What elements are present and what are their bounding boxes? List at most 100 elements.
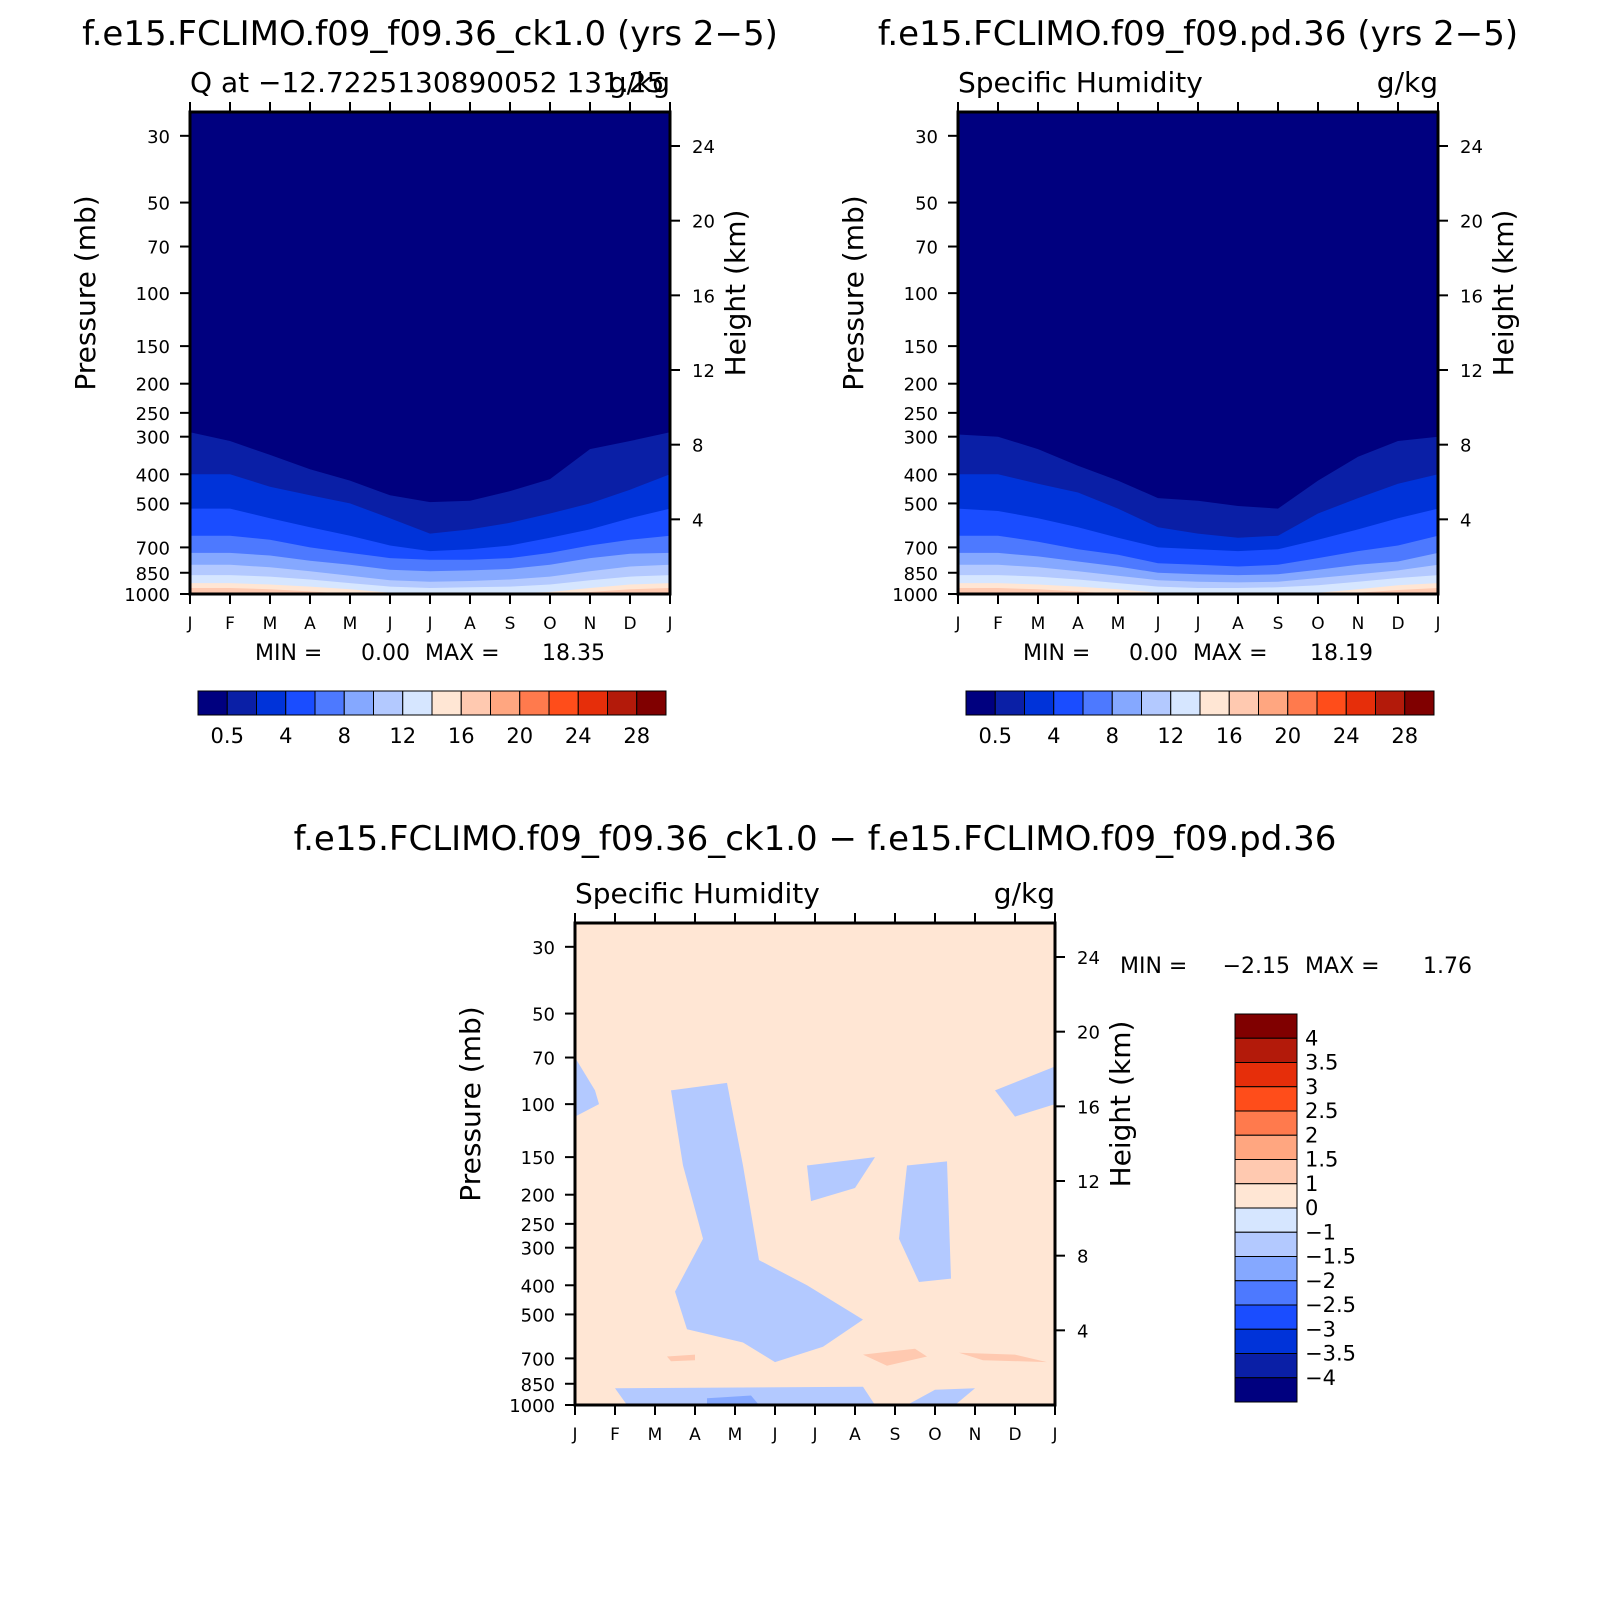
month-label: M <box>343 614 358 634</box>
panel-title: f.e15.FCLIMO.f09_f09.36_ck1.0 − f.e15.FC… <box>294 819 1337 859</box>
y-axis-label: Pressure (mb) <box>454 1006 487 1201</box>
colorbar-label: 3.5 <box>1305 1051 1338 1075</box>
y-axis-label: Pressure (mb) <box>837 195 870 390</box>
colorbar-box <box>1053 690 1084 716</box>
colorbar-box <box>1404 690 1435 716</box>
colorbar-box <box>1234 1304 1298 1330</box>
pressure-tick-label: 850 <box>904 564 938 585</box>
contour-region-negative <box>575 1057 599 1117</box>
month-label: S <box>1273 614 1284 634</box>
contour-region-negative <box>807 1157 875 1202</box>
month-label: M <box>648 1425 663 1445</box>
colorbar-label: 1 <box>1305 1172 1318 1196</box>
height-tick-label: 24 <box>692 137 715 158</box>
colorbar-box <box>1234 1353 1298 1379</box>
colorbar-box <box>607 690 638 716</box>
contour-region-positive <box>863 1348 927 1366</box>
height-tick-label: 24 <box>1460 137 1483 158</box>
colorbar-label: 12 <box>1157 724 1184 748</box>
colorbar-label: 16 <box>1216 724 1243 748</box>
colorbar-label: −4 <box>1305 1366 1336 1390</box>
pressure-tick-label: 500 <box>136 494 170 515</box>
pressure-tick-label: 400 <box>521 1276 555 1297</box>
max-value: 18.19 <box>1310 641 1373 666</box>
colorbar-label: 28 <box>1391 724 1418 748</box>
pressure-tick-label: 700 <box>136 538 170 559</box>
colorbar-box <box>1228 690 1259 716</box>
month-label: J <box>954 614 960 634</box>
panel-subtitle-left: Specific Humidity <box>575 877 820 910</box>
colorbar-box <box>1234 1062 1298 1088</box>
colorbar-box <box>402 690 433 716</box>
min-value: 0.00 <box>361 641 410 666</box>
pressure-tick-label: 300 <box>136 428 170 449</box>
month-label: O <box>1311 614 1324 634</box>
colorbar-box <box>1111 690 1142 716</box>
colorbar-label: 8 <box>1106 724 1119 748</box>
pressure-tick-label: 200 <box>521 1186 555 1207</box>
min-label: MIN = <box>1120 954 1187 979</box>
month-label: M <box>263 614 278 634</box>
colorbar-box <box>1234 1037 1298 1063</box>
height-tick-label: 4 <box>692 510 703 531</box>
panel-2: J F M A M J J A S O N D J 30 50 70 100 150 200 250 300 400 500… <box>837 14 1520 748</box>
colorbar-box <box>1234 1110 1298 1136</box>
contour-region-negative <box>907 1388 975 1405</box>
month-label: J <box>1434 614 1440 634</box>
colorbar-box <box>1258 690 1289 716</box>
month-label: F <box>610 1425 620 1445</box>
month-label: O <box>543 614 556 634</box>
colorbar-box <box>1345 690 1376 716</box>
colorbar-label: 4 <box>279 724 292 748</box>
colorbar-box <box>1234 1134 1298 1160</box>
pressure-tick-label: 400 <box>904 465 938 486</box>
colorbar-box <box>519 690 550 716</box>
month-label: J <box>1154 614 1160 634</box>
min-value: −2.15 <box>1223 954 1290 979</box>
pressure-tick-label: 700 <box>521 1349 555 1370</box>
colorbar-box <box>1234 1231 1298 1257</box>
pressure-tick-label: 850 <box>521 1375 555 1396</box>
month-label: M <box>728 1425 743 1445</box>
month-label: N <box>969 1425 982 1445</box>
pressure-tick-label: 500 <box>904 494 938 515</box>
panel-title: f.e15.FCLIMO.f09_f09.36_ck1.0 (yrs 2−5) <box>82 14 778 54</box>
pressure-tick-label: 70 <box>532 1049 555 1070</box>
height-tick-label: 20 <box>1077 1023 1100 1044</box>
pressure-tick-label: 500 <box>521 1305 555 1326</box>
pressure-tick-label: 100 <box>136 284 170 305</box>
colorbar-label: 4 <box>1305 1026 1318 1050</box>
colorbar-box <box>314 690 345 716</box>
colorbar-box <box>1082 690 1113 716</box>
month-label: D <box>1391 614 1404 634</box>
pressure-tick-label: 150 <box>521 1148 555 1169</box>
pressure-tick-label: 250 <box>521 1215 555 1236</box>
colorbar-label: 0.5 <box>211 724 244 748</box>
min-label: MIN = <box>1023 641 1090 666</box>
month-label: D <box>623 614 636 634</box>
colorbar-label: 20 <box>506 724 533 748</box>
month-label: A <box>304 614 316 634</box>
month-label: J <box>666 614 672 634</box>
month-label: S <box>505 614 516 634</box>
pressure-tick-label: 50 <box>915 194 938 215</box>
month-label: A <box>689 1425 701 1445</box>
colorbar-box <box>965 690 996 716</box>
colorbar-box <box>1170 690 1201 716</box>
height-tick-label: 16 <box>692 286 715 307</box>
height-tick-label: 16 <box>1077 1097 1100 1118</box>
height-tick-label: 8 <box>692 436 703 457</box>
pressure-tick-label: 200 <box>136 375 170 396</box>
colorbar-label: −2.5 <box>1305 1293 1356 1317</box>
colorbar-box <box>1141 690 1172 716</box>
height-tick-label: 4 <box>1460 510 1471 531</box>
month-label: N <box>584 614 597 634</box>
contour-fill-14 <box>190 583 670 594</box>
pressure-tick-label: 400 <box>136 465 170 486</box>
panel-1: J F M A M J J A S O N D J 30 50 70 100 150 200 250 300 400 500… <box>69 14 778 748</box>
colorbar-box <box>1234 1280 1298 1306</box>
colorbar-box <box>1234 1256 1298 1282</box>
colorbar-box <box>343 690 374 716</box>
pressure-tick-label: 250 <box>904 404 938 425</box>
